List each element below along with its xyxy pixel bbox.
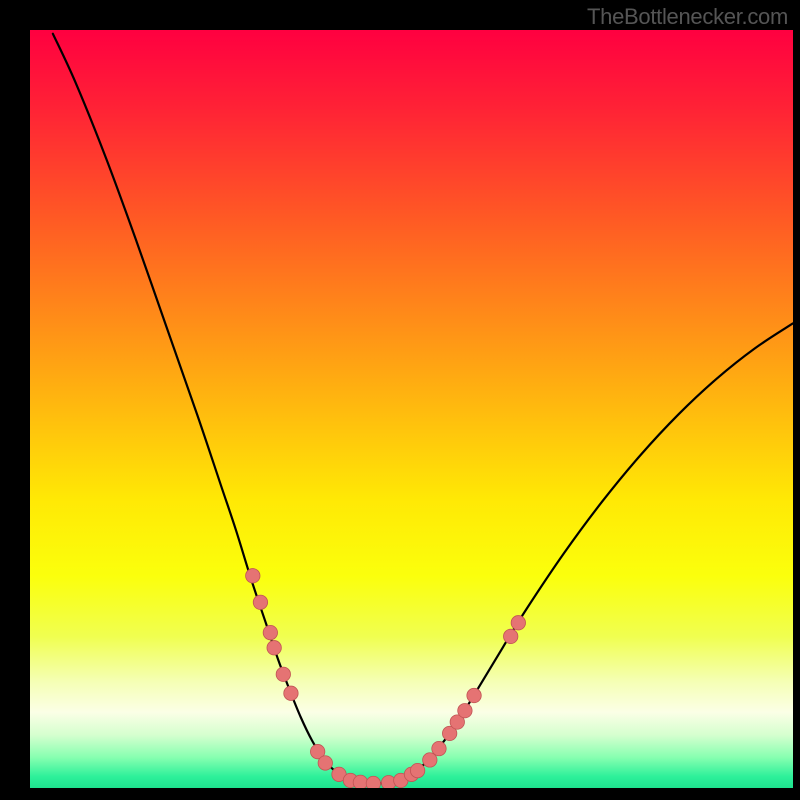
data-marker xyxy=(410,763,424,777)
data-marker xyxy=(458,703,472,717)
data-marker xyxy=(267,641,281,655)
data-marker xyxy=(503,629,517,643)
watermark-text: TheBottlenecker.com xyxy=(587,4,788,30)
data-marker xyxy=(263,625,277,639)
data-marker xyxy=(276,667,290,681)
data-marker xyxy=(246,569,260,583)
data-marker xyxy=(284,686,298,700)
data-marker xyxy=(366,776,380,788)
data-marker xyxy=(467,688,481,702)
bottleneck-chart xyxy=(30,30,793,788)
frame-left xyxy=(0,0,30,800)
data-marker xyxy=(511,616,525,630)
frame-right xyxy=(793,0,800,800)
data-marker xyxy=(253,595,267,609)
gradient-background xyxy=(30,30,793,788)
frame-bottom xyxy=(0,788,800,800)
data-marker xyxy=(318,756,332,770)
data-marker xyxy=(353,775,367,788)
plot-area xyxy=(30,30,793,788)
data-marker xyxy=(432,741,446,755)
